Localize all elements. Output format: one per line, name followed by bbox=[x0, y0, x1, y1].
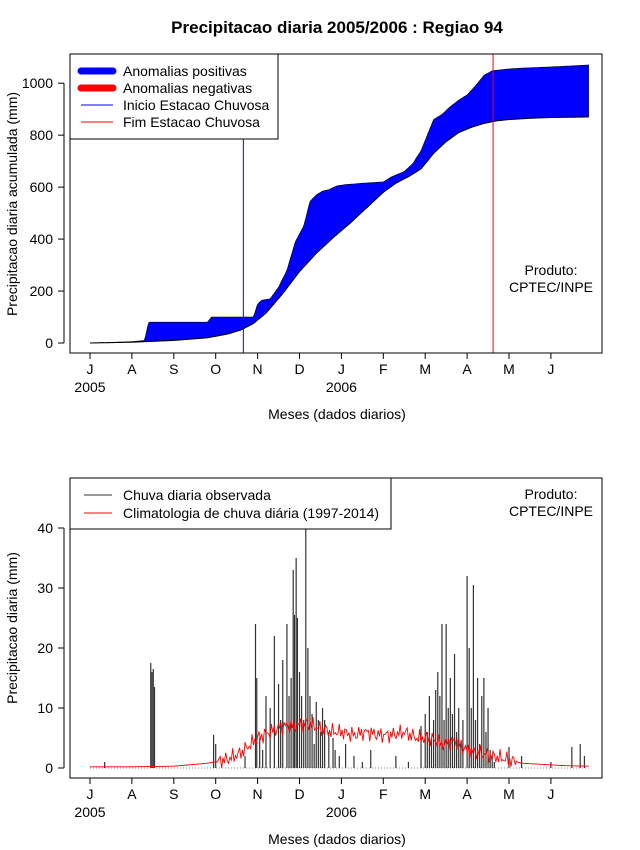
climatology-daily-line bbox=[90, 717, 589, 769]
legend-label-positive: Anomalias positivas bbox=[123, 63, 247, 79]
daily-x-tick-label: A bbox=[127, 786, 137, 802]
daily-year-label: 2006 bbox=[326, 804, 357, 820]
daily-product-label-line1: Produto: bbox=[525, 486, 578, 502]
cumulative-y-axis-label: Precipitacao diaria acumulada (mm) bbox=[4, 92, 20, 316]
legend-label-onset: Inicio Estacao Chuvosa bbox=[123, 97, 270, 113]
daily-x-tick-label: J bbox=[547, 786, 554, 802]
daily-x-tick-label: S bbox=[169, 786, 178, 802]
legend-label-climatology: Climatologia de chuva diária (1997-2014) bbox=[123, 505, 379, 521]
cumulative-x-tick-label: F bbox=[379, 361, 388, 377]
daily-y-tick-label: 10 bbox=[37, 700, 53, 716]
legend-label-negative: Anomalias negativas bbox=[123, 80, 252, 96]
climatology-cumulative-line bbox=[90, 116, 589, 344]
cumulative-y-tick-label: 1000 bbox=[22, 75, 53, 91]
daily-x-tick-label: M bbox=[503, 786, 515, 802]
cumulative-x-tick-label: O bbox=[210, 361, 221, 377]
daily-x-tick-label: J bbox=[338, 786, 345, 802]
cumulative-x-tick-label: S bbox=[169, 361, 178, 377]
cumulative-product-label-line2: CPTEC/INPE bbox=[509, 279, 593, 295]
cumulative-y-tick-label: 600 bbox=[30, 179, 54, 195]
cumulative-x-tick-label: J bbox=[547, 361, 554, 377]
legend-label-end: Fim Estacao Chuvosa bbox=[123, 114, 260, 130]
cumulative-plot-frame bbox=[69, 53, 603, 354]
daily-x-tick-label: O bbox=[210, 786, 221, 802]
daily-legend: Chuva diaria observada Climatologia de c… bbox=[69, 477, 392, 530]
cumulative-y-tick-label: 800 bbox=[30, 127, 54, 143]
cumulative-year-label: 2006 bbox=[326, 379, 357, 395]
cumulative-y-tick-label: 0 bbox=[45, 335, 53, 351]
cumulative-x-tick-label: M bbox=[503, 361, 515, 377]
daily-product-label-line2: CPTEC/INPE bbox=[509, 503, 593, 519]
daily-legend-box bbox=[69, 477, 392, 530]
daily-x-tick-label: M bbox=[419, 786, 431, 802]
cumulative-legend: Anomalias positivas Anomalias negativas … bbox=[69, 53, 279, 140]
daily-x-tick-label: F bbox=[379, 786, 388, 802]
cumulative-x-axis-label: Meses (dados diarios) bbox=[268, 406, 406, 422]
daily-x-tick-label: J bbox=[87, 786, 94, 802]
daily-x-tick-label: D bbox=[294, 786, 304, 802]
cumulative-x-tick-label: J bbox=[338, 361, 345, 377]
daily-y-axis-label: Precipitacao diaria (mm) bbox=[4, 552, 20, 704]
cumulative-x-tick-label: A bbox=[127, 361, 137, 377]
daily-year-label: 2005 bbox=[74, 804, 105, 820]
daily-y-tick-label: 20 bbox=[37, 640, 53, 656]
daily-x-axis-label: Meses (dados diarios) bbox=[268, 831, 406, 847]
cumulative-plot-area: 0 200 400 600 800 1000 J A S O N D J F M A M J 2005 2006 bbox=[22, 54, 589, 395]
cumulative-precipitation-chart: Precipitacao diaria 2005/2006 : Regiao 9… bbox=[4, 18, 603, 422]
daily-y-tick-label: 0 bbox=[45, 760, 53, 776]
cumulative-y-tick-label: 200 bbox=[30, 283, 54, 299]
daily-x-tick-label: N bbox=[253, 786, 263, 802]
daily-plot-area: 0 10 20 30 40 J A S O N D J F M A M J 2005 2006 bbox=[37, 520, 589, 820]
cumulative-year-label: 2005 bbox=[74, 379, 105, 395]
daily-y-tick-label: 30 bbox=[37, 580, 53, 596]
cumulative-x-tick-label: D bbox=[294, 361, 304, 377]
legend-label-observed: Chuva diaria observada bbox=[123, 487, 271, 503]
cumulative-x-tick-label: M bbox=[419, 361, 431, 377]
cumulative-x-tick-label: N bbox=[253, 361, 263, 377]
daily-y-tick-label: 40 bbox=[37, 520, 53, 536]
chart-title: Precipitacao diaria 2005/2006 : Regiao 9… bbox=[171, 18, 503, 37]
cumulative-x-tick-label: A bbox=[462, 361, 472, 377]
cumulative-x-tick-label: J bbox=[87, 361, 94, 377]
daily-precipitation-chart: 0 10 20 30 40 J A S O N D J F M A M J 2005 2006 Precipitac… bbox=[4, 477, 603, 847]
cumulative-product-label-line1: Produto: bbox=[525, 262, 578, 278]
cumulative-y-tick-label: 400 bbox=[30, 231, 54, 247]
daily-x-tick-label: A bbox=[462, 786, 472, 802]
